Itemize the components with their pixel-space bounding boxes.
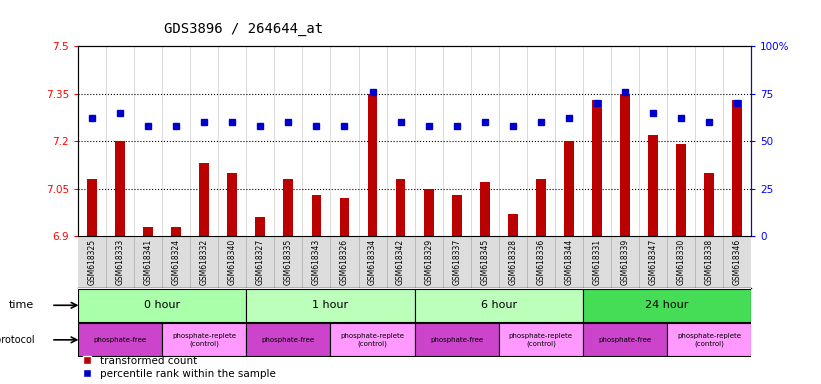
- Text: phosphate-replete
(control): phosphate-replete (control): [341, 333, 405, 347]
- Bar: [368, 94, 378, 236]
- Text: GSM618338: GSM618338: [704, 239, 713, 285]
- Text: GSM618333: GSM618333: [116, 239, 125, 285]
- Bar: [620, 94, 630, 236]
- Bar: [200, 163, 209, 236]
- Bar: [479, 182, 489, 236]
- Bar: [732, 100, 742, 236]
- Bar: [508, 214, 518, 236]
- Text: time: time: [9, 300, 34, 310]
- Text: 0 hour: 0 hour: [144, 300, 181, 310]
- Text: GSM618331: GSM618331: [593, 239, 602, 285]
- Bar: [677, 144, 686, 236]
- Text: 24 hour: 24 hour: [645, 300, 689, 310]
- Bar: [415, 323, 499, 356]
- Text: GSM618327: GSM618327: [256, 239, 265, 285]
- Text: GSM618334: GSM618334: [368, 239, 377, 285]
- Text: growth protocol: growth protocol: [0, 335, 34, 345]
- Text: 6 hour: 6 hour: [480, 300, 517, 310]
- Bar: [424, 189, 433, 236]
- Text: GSM618332: GSM618332: [200, 239, 209, 285]
- Bar: [246, 323, 331, 356]
- Bar: [163, 323, 246, 356]
- Bar: [340, 198, 350, 236]
- Text: 1 hour: 1 hour: [312, 300, 349, 310]
- Text: GSM618342: GSM618342: [396, 239, 405, 285]
- Bar: [311, 195, 321, 236]
- Text: GSM618326: GSM618326: [340, 239, 349, 285]
- Text: GSM618339: GSM618339: [621, 239, 630, 285]
- Bar: [583, 289, 751, 322]
- Bar: [667, 323, 751, 356]
- Text: phosphate-free: phosphate-free: [94, 337, 147, 343]
- Text: GSM618337: GSM618337: [452, 239, 461, 285]
- Bar: [415, 289, 583, 322]
- Bar: [592, 100, 602, 236]
- Text: phosphate-replete
(control): phosphate-replete (control): [172, 333, 236, 347]
- Text: GSM618341: GSM618341: [144, 239, 153, 285]
- Bar: [648, 135, 658, 236]
- Bar: [452, 195, 461, 236]
- Text: GSM618344: GSM618344: [564, 239, 573, 285]
- Text: GSM618325: GSM618325: [88, 239, 97, 285]
- Bar: [536, 179, 546, 236]
- Bar: [564, 141, 574, 236]
- Bar: [283, 179, 293, 236]
- Text: GSM618329: GSM618329: [424, 239, 433, 285]
- Bar: [396, 179, 406, 236]
- Text: GDS3896 / 264644_at: GDS3896 / 264644_at: [164, 23, 323, 36]
- Text: GSM618340: GSM618340: [227, 239, 236, 285]
- Text: phosphate-replete
(control): phosphate-replete (control): [677, 333, 741, 347]
- Bar: [78, 289, 246, 322]
- Bar: [255, 217, 265, 236]
- Bar: [78, 323, 163, 356]
- Text: phosphate-replete
(control): phosphate-replete (control): [509, 333, 573, 347]
- Text: GSM618346: GSM618346: [732, 239, 741, 285]
- Bar: [115, 141, 125, 236]
- Text: GSM618328: GSM618328: [508, 239, 517, 285]
- Bar: [499, 323, 583, 356]
- Bar: [172, 227, 181, 236]
- Text: GSM618343: GSM618343: [312, 239, 321, 285]
- Bar: [330, 323, 415, 356]
- Text: GSM618347: GSM618347: [649, 239, 658, 285]
- Text: GSM618324: GSM618324: [172, 239, 181, 285]
- Bar: [246, 289, 415, 322]
- Text: phosphate-free: phosphate-free: [430, 337, 484, 343]
- Bar: [704, 173, 714, 236]
- Text: GSM618336: GSM618336: [536, 239, 545, 285]
- Text: phosphate-free: phosphate-free: [599, 337, 652, 343]
- Bar: [87, 179, 97, 236]
- Bar: [227, 173, 237, 236]
- Text: GSM618345: GSM618345: [480, 239, 489, 285]
- Bar: [143, 227, 153, 236]
- Text: GSM618335: GSM618335: [284, 239, 293, 285]
- Bar: [583, 323, 667, 356]
- Text: phosphate-free: phosphate-free: [262, 337, 315, 343]
- Text: GSM618330: GSM618330: [677, 239, 686, 285]
- Legend: transformed count, percentile rank within the sample: transformed count, percentile rank withi…: [83, 356, 276, 379]
